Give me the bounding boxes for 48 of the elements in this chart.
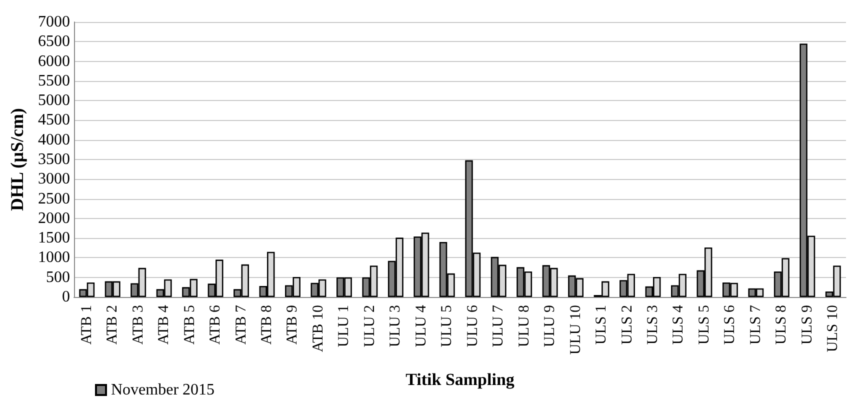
- x-tick-label: ULU 10: [568, 305, 584, 355]
- x-tick-label: ATB 8: [259, 305, 275, 345]
- x-tick-label: ATB 1: [78, 305, 95, 345]
- x-tick-label: ULS 1: [594, 305, 610, 345]
- y-tick-label: 1500: [38, 230, 70, 247]
- x-tick-label: ULU 3: [388, 305, 404, 348]
- x-tick-label: ULU 1: [336, 305, 352, 348]
- x-tick-label: ULS 6: [722, 304, 738, 345]
- x-tick-label: ULU 6: [464, 304, 481, 348]
- y-tick-label: 4000: [38, 131, 70, 148]
- x-tick-label: ULU 7: [490, 304, 507, 348]
- x-tick-label: ULU 4: [413, 304, 430, 348]
- y-tick-label: 5000: [38, 92, 70, 110]
- y-tick-label: 3000: [38, 170, 70, 188]
- y-tick-label: 0: [62, 288, 70, 306]
- x-tick-label: ATB 7: [233, 304, 250, 345]
- x-tick-label: ULU 2: [362, 305, 378, 348]
- x-tick-label: ATB 2: [104, 305, 121, 345]
- y-tick-label: 3500: [38, 151, 70, 168]
- y-tick-label: 7000: [38, 14, 70, 30]
- x-tick-label: ATB 9: [284, 305, 301, 345]
- y-tick-label: 5500: [38, 72, 70, 90]
- x-axis-title: Titik Sampling: [406, 370, 515, 389]
- x-tick-label: ULS 8: [774, 305, 790, 345]
- x-tick-label: ULU 9: [542, 305, 558, 348]
- x-tick-label: ULS 4: [670, 304, 687, 345]
- x-tick-label: ATB 3: [130, 305, 146, 345]
- x-tick-label: ULS 5: [696, 305, 712, 345]
- y-tick-label: 2500: [38, 190, 70, 208]
- y-tick-label: 6500: [38, 33, 70, 50]
- x-tick-label: ATB 5: [182, 305, 198, 345]
- x-tick-label: ATB 10: [310, 305, 326, 352]
- x-tick-label: ULS 7: [748, 304, 764, 345]
- x-tick-label: ULS 10: [825, 305, 842, 352]
- x-tick-label: ATB 6: [208, 304, 224, 345]
- x-tick-label: ULU 8: [516, 305, 532, 348]
- x-tick-label: ULS 3: [645, 305, 661, 345]
- x-tick-label: ULS 2: [619, 305, 636, 345]
- y-tick-label: 2000: [38, 210, 70, 227]
- x-tick-label: ULS 9: [799, 305, 816, 345]
- x-tick-label: ATB 4: [156, 304, 172, 345]
- y-tick-label: 4500: [38, 112, 70, 129]
- y-axis-title: DHL (µS/cm): [7, 108, 27, 211]
- x-tick-label: ULU 5: [439, 305, 456, 348]
- y-tick-label: 1000: [38, 249, 70, 266]
- y-tick-label: 500: [46, 268, 70, 286]
- legend-label: November 2015: [111, 382, 215, 398]
- y-tick-label: 6000: [38, 52, 70, 70]
